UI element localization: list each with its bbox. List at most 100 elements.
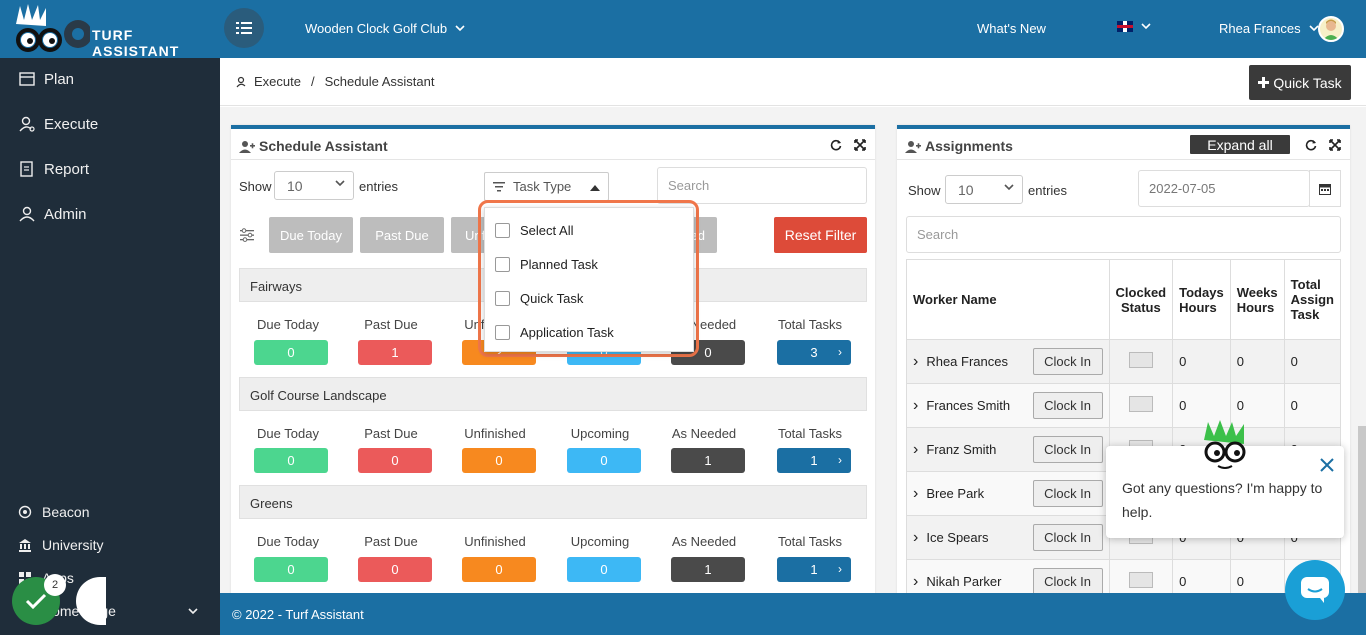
landscape-upcoming-pill[interactable]: 0 <box>567 448 641 473</box>
sidebar-item-report[interactable]: Report <box>18 160 89 178</box>
whats-new-link[interactable]: What's New <box>977 21 1046 36</box>
chat-popup[interactable]: Got any questions? I'm happy to help. <box>1106 446 1344 538</box>
landscape-past-due-pill[interactable]: 0 <box>358 448 432 473</box>
calendar-button[interactable] <box>1309 170 1341 207</box>
mascot-logo-icon <box>16 4 92 52</box>
club-selector[interactable]: Wooden Clock Golf Club <box>305 21 465 36</box>
greens-unfinished-pill[interactable]: 0 <box>462 557 536 582</box>
assignments-table: Worker Name Clocked Status Todays Hours … <box>906 259 1342 595</box>
stat-label-due-today: Due Today <box>257 317 319 332</box>
col-weeks-hours[interactable]: Weeks Hours <box>1229 259 1285 340</box>
sidebar-item-admin[interactable]: Admin <box>18 205 87 223</box>
worker-name: Rhea Frances <box>926 354 1008 369</box>
avatar[interactable] <box>1318 16 1344 42</box>
breadcrumb-execute-link[interactable]: Execute <box>254 74 301 89</box>
option-planned-task[interactable]: Planned Task <box>495 257 598 272</box>
sidebar-item-execute[interactable]: Execute <box>18 115 98 133</box>
checkbox[interactable] <box>495 257 510 272</box>
page-scrollbar[interactable] <box>1358 426 1366 593</box>
chevron-right-icon[interactable]: › <box>913 352 919 370</box>
chevron-right-icon[interactable]: › <box>913 440 919 458</box>
filter-due-today-button[interactable]: Due Today <box>269 217 353 253</box>
calendar-icon <box>1319 183 1331 195</box>
clock-in-button[interactable]: Clock In <box>1032 568 1103 595</box>
greens-as-needed-pill[interactable]: 1 <box>671 557 745 582</box>
checkbox[interactable] <box>495 325 510 340</box>
chat-icon <box>1301 577 1329 603</box>
fairways-total-tasks-pill[interactable]: 3 › <box>777 340 851 365</box>
expand-icon[interactable] <box>854 139 866 151</box>
entries-select[interactable]: 10 <box>274 171 354 200</box>
clock-in-button[interactable]: Clock In <box>1032 348 1103 375</box>
close-icon[interactable] <box>1318 456 1336 474</box>
chevron-right-icon[interactable]: › <box>913 528 919 546</box>
worker-name: Frances Smith <box>926 398 1011 413</box>
clock-in-button[interactable]: Clock In <box>1032 480 1103 507</box>
table-row[interactable]: › Frances Smith Clock In 0 0 0 <box>906 383 1342 428</box>
landscape-as-needed-pill[interactable]: 1 <box>671 448 745 473</box>
task-type-filter[interactable]: Task Type <box>484 172 609 201</box>
greens-due-today-pill[interactable]: 0 <box>254 557 328 582</box>
option-quick-task[interactable]: Quick Task <box>495 291 583 306</box>
sliders-icon[interactable] <box>240 228 254 242</box>
date-input[interactable]: 2022-07-05 <box>1138 170 1310 207</box>
turf-assistant-logo[interactable]: TURF ASSISTANT <box>10 2 210 59</box>
landscape-due-today-pill[interactable]: 0 <box>254 448 328 473</box>
assign-entries-select[interactable]: 10 <box>945 175 1023 204</box>
filter-past-due-button[interactable]: Past Due <box>360 217 444 253</box>
greens-past-due-pill[interactable]: 0 <box>358 557 432 582</box>
col-todays-hours[interactable]: Todays Hours <box>1172 259 1231 340</box>
menu-toggle-button[interactable] <box>224 8 264 48</box>
fairways-past-due-pill[interactable]: 1 <box>358 340 432 365</box>
col-total-assign-task[interactable]: Total Assign Task <box>1283 259 1342 340</box>
fairways-due-today-pill[interactable]: 0 <box>254 340 328 365</box>
user-icon <box>19 206 35 222</box>
chevron-right-icon[interactable]: › <box>913 396 919 414</box>
clocked-status-indicator <box>1128 396 1153 412</box>
notification-badge: 2 <box>44 574 66 596</box>
table-row[interactable]: › Rhea Frances Clock In 0 0 0 <box>906 339 1342 384</box>
col-worker-name[interactable]: Worker Name <box>906 259 1110 340</box>
sidebar-item-plan[interactable]: Plan <box>18 70 74 88</box>
sidebar-item-beacon[interactable]: Beacon <box>18 504 89 520</box>
col-clocked-status[interactable]: Clocked Status <box>1108 259 1174 340</box>
schedule-search-input[interactable]: Search <box>657 167 867 204</box>
chevron-right-icon[interactable]: › <box>913 572 919 590</box>
refresh-icon[interactable] <box>1305 139 1317 151</box>
landscape-unfinished-pill[interactable]: 0 <box>462 448 536 473</box>
clock-in-button[interactable]: Clock In <box>1032 524 1103 551</box>
greens-total-tasks-pill[interactable]: 1 › <box>777 557 851 582</box>
university-icon <box>19 539 31 552</box>
chevron-right-icon: › <box>838 562 842 576</box>
weeks-hours: 0 <box>1229 559 1285 595</box>
sidebar-item-label: Beacon <box>42 504 90 520</box>
assign-search-input[interactable]: Search <box>906 216 1341 253</box>
dropdown-highlight-outline <box>478 200 699 357</box>
breadcrumb: Execute / Schedule Assistant <box>236 74 434 89</box>
refresh-icon[interactable] <box>830 139 842 151</box>
language-selector[interactable] <box>1117 21 1151 32</box>
chevron-right-icon[interactable]: › <box>913 484 919 502</box>
quick-task-button[interactable]: Quick Task <box>1249 65 1351 100</box>
expand-icon[interactable] <box>1329 139 1341 151</box>
greens-upcoming-pill[interactable]: 0 <box>567 557 641 582</box>
chevron-down-icon <box>335 180 345 187</box>
stat-label-total-tasks: Total Tasks <box>777 426 843 441</box>
checkbox[interactable] <box>495 223 510 238</box>
user-menu[interactable]: Rhea Frances <box>1219 21 1319 36</box>
chat-launcher-button[interactable] <box>1285 560 1345 620</box>
option-application-task[interactable]: Application Task <box>495 325 614 340</box>
option-select-all[interactable]: Select All <box>495 223 573 238</box>
sidebar-item-university[interactable]: University <box>18 537 103 553</box>
expand-all-button[interactable]: Expand all <box>1190 135 1290 154</box>
sidebar-item-label: Plan <box>44 70 75 88</box>
user-plus-icon <box>905 140 921 153</box>
clock-in-button[interactable]: Clock In <box>1032 392 1103 419</box>
landscape-total-tasks-pill[interactable]: 1 › <box>777 448 851 473</box>
list-menu-icon <box>236 22 252 34</box>
reset-filter-button[interactable]: Reset Filter <box>774 217 867 253</box>
checkbox[interactable] <box>495 291 510 306</box>
clock-in-button[interactable]: Clock In <box>1032 436 1103 463</box>
stat-label-upcoming: Upcoming <box>570 534 630 549</box>
